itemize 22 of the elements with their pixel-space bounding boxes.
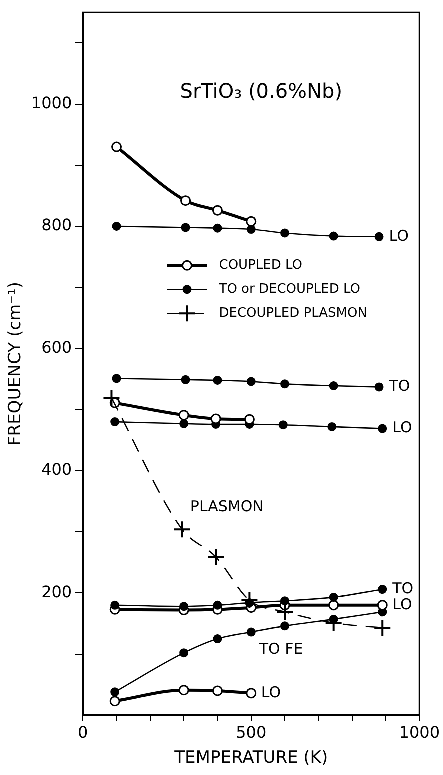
annotation: LO — [392, 595, 412, 614]
legend-label: COUPLED LO — [219, 258, 303, 273]
y-axis-title: FREQUENCY (cm⁻¹) — [6, 282, 26, 446]
annotation: LO — [392, 418, 412, 437]
annotation: LO — [389, 226, 409, 245]
annotation: TO — [392, 579, 414, 598]
y-tick-label: 200 — [42, 582, 72, 602]
annotation: TO — [388, 377, 410, 396]
text: SrTiO₃ (0.6%Nb) — [180, 78, 343, 103]
y-tick-label: 800 — [42, 216, 72, 235]
annotation: PLASMON — [190, 498, 264, 516]
legend-label: DECOUPLED PLASMON — [219, 306, 368, 321]
x-axis-title: TEMPERATURE (K) — [174, 748, 328, 768]
y-tick-label: 1000 — [31, 93, 72, 112]
x-tick-label: 500 — [236, 723, 267, 742]
legend-label: TO or DECOUPLED LO — [218, 282, 360, 297]
x-tick-label: 1000 — [399, 723, 440, 742]
y-tick-label: 400 — [42, 460, 72, 480]
annotation: TO FE — [258, 640, 304, 658]
y-tick-label: 600 — [42, 338, 72, 357]
annotation: LO — [261, 683, 282, 702]
x-tick-label: 0 — [78, 723, 88, 742]
